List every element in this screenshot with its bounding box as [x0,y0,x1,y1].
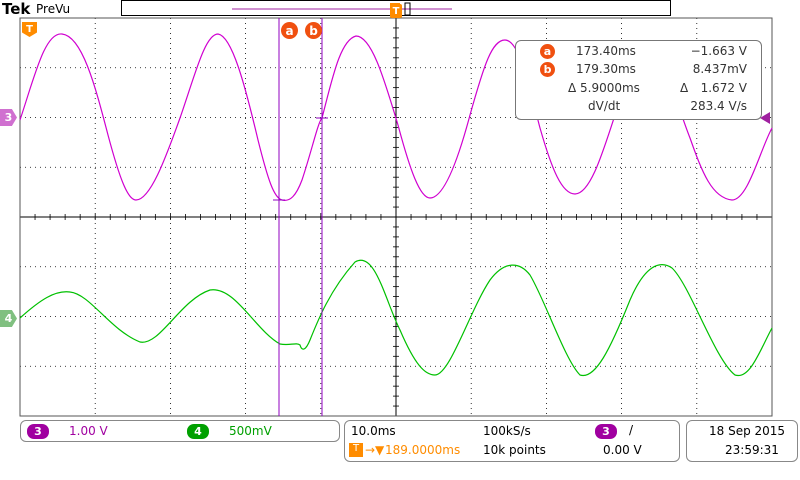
cursor-b-time: 179.30ms [576,62,636,76]
trigger-point-icon[interactable]: T [390,4,402,18]
date-time: 18 Sep 2015 23:59:31 [686,420,798,462]
record-length: 10k points [483,443,546,457]
cursor-a-tag[interactable]: a [281,22,298,39]
brand-logo: Tek [2,0,31,18]
delta-value-symbol: Δ [680,81,689,95]
delta-time-symbol: Δ [568,81,577,95]
ch4-scale: 500mV [229,424,272,438]
horizontal-scale: 10.0ms [351,424,396,438]
graticule [19,17,773,417]
cursor-a-readout-icon: a [540,44,555,59]
date: 18 Sep 2015 [709,424,786,438]
cursor-readout[interactable]: a 173.40ms −1.663 V b 179.30ms 8.437mV Δ… [515,40,762,120]
delta-time: 5.9000ms [580,81,640,95]
cursor-a-time: 173.40ms [576,44,636,58]
trigger-level: 0.00 V [603,443,642,457]
cursor-b-readout-icon: b [540,62,555,77]
horizontal-delay: 189.0000ms [385,443,461,457]
ch4-indicator[interactable]: 4 [187,424,209,439]
dvdt-label: dV/dt [588,99,621,113]
dvdt-value: 283.4 V/s [690,99,747,113]
acquisition-mode: PreVu [36,2,71,16]
ch3-ground-marker[interactable]: 3 [0,109,17,126]
cursor-b-value: 8.437mV [692,62,747,76]
delta-value: 1.672 V [700,81,747,95]
ch4-waveform [19,259,773,377]
status-bar: 3 1.00 V 4 500mV 10.0ms 100kS/s 3 / T →▼… [0,418,800,480]
cursor-b-tag[interactable]: b [305,22,322,39]
time: 23:59:31 [725,443,779,457]
trigger-level-marker[interactable] [760,112,770,124]
ch3-indicator[interactable]: 3 [27,424,49,439]
ch3-scale: 1.00 V [69,424,108,438]
vertical-settings[interactable]: 3 1.00 V 4 500mV [20,420,340,442]
trigger-source[interactable]: 3 [595,424,617,439]
ch4-ground-marker[interactable]: 4 [0,310,17,327]
sample-rate: 100kS/s [483,424,531,438]
delay-arrow-icon: →▼ [365,443,385,457]
trigger-position-icon: T [22,22,37,37]
trigger-slope-icon: / [629,423,634,437]
horizontal-trigger-settings[interactable]: 10.0ms 100kS/s 3 / T →▼ 189.0000ms 10k p… [344,420,680,462]
trigger-delay-icon: T [349,443,363,457]
cursor-a-value: −1.663 V [690,44,747,58]
